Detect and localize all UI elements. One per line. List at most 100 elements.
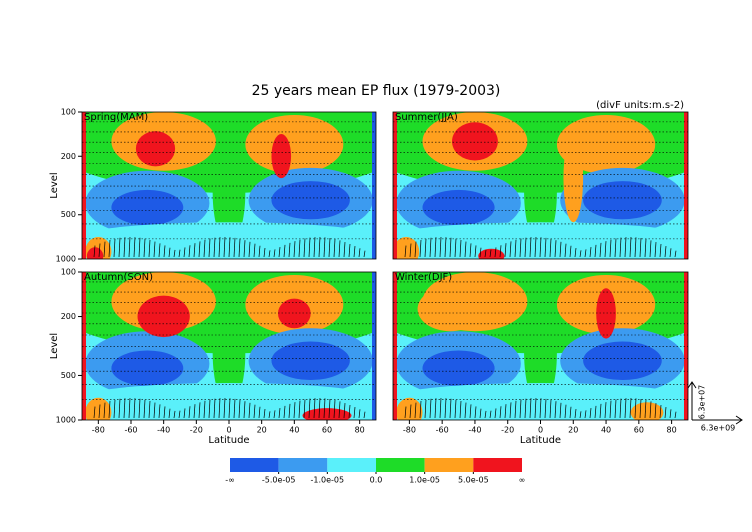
contour-fill bbox=[212, 141, 246, 245]
flux-arrow bbox=[454, 238, 457, 258]
colorbar-swatch bbox=[473, 458, 522, 472]
edge bbox=[82, 272, 86, 420]
contour-fill bbox=[82, 383, 376, 413]
flux-arrow bbox=[479, 408, 482, 419]
flux-arrow bbox=[238, 238, 241, 258]
flux-arrow bbox=[664, 407, 667, 419]
flux-arrow bbox=[529, 237, 532, 258]
flux-arrow bbox=[158, 243, 161, 258]
x-tick-label: 40 bbox=[289, 426, 299, 435]
flux-arrow bbox=[474, 245, 477, 258]
x-tick-label: -20 bbox=[190, 426, 203, 435]
flux-arrow bbox=[258, 406, 261, 419]
flux-arrow bbox=[604, 402, 607, 419]
flux-arrow bbox=[133, 398, 136, 419]
contour-panel bbox=[393, 112, 688, 259]
flux-arrow bbox=[589, 408, 592, 419]
flux-arrow bbox=[434, 398, 437, 419]
flux-arrow bbox=[534, 236, 537, 258]
flux-arrow bbox=[128, 236, 131, 258]
flux-arrow bbox=[559, 241, 562, 258]
x-tick-label: 60 bbox=[322, 426, 332, 435]
flux-arrow bbox=[223, 397, 226, 419]
flux-arrow bbox=[619, 398, 622, 419]
flux-arrow bbox=[128, 397, 131, 419]
flux-arrow bbox=[233, 237, 236, 258]
flux-arrow bbox=[634, 398, 637, 419]
colorbar-label: 5.0e-05 bbox=[458, 476, 489, 485]
flux-arrow bbox=[509, 241, 512, 258]
flux-arrow bbox=[218, 398, 221, 419]
flux-arrow bbox=[278, 247, 281, 258]
flux-arrow bbox=[539, 237, 542, 258]
flux-arrow bbox=[328, 398, 331, 419]
flux-arrow bbox=[659, 243, 662, 258]
flux-arrow bbox=[358, 409, 361, 419]
colorbar-swatch bbox=[278, 458, 328, 472]
flux-arrow bbox=[108, 240, 111, 258]
flux-arrow bbox=[108, 401, 111, 419]
flux-arrow bbox=[348, 243, 351, 258]
x-tick-label: 0 bbox=[226, 426, 231, 435]
y-tick-label: 1000 bbox=[56, 416, 76, 425]
flux-arrow bbox=[579, 411, 582, 419]
flux-arrow bbox=[173, 410, 176, 419]
flux-arrow bbox=[409, 404, 412, 419]
flux-arrow bbox=[514, 400, 517, 419]
flux-arrow bbox=[283, 405, 286, 419]
flux-arrow bbox=[238, 399, 241, 419]
flux-arrow bbox=[198, 241, 201, 258]
y-tick-label: 1000 bbox=[56, 255, 76, 264]
x-tick-label: -60 bbox=[124, 426, 137, 435]
flux-arrow bbox=[449, 398, 452, 419]
flux-arrow bbox=[584, 410, 587, 419]
x-tick-label: -80 bbox=[403, 426, 416, 435]
flux-arrow bbox=[644, 239, 647, 258]
flux-arrow bbox=[529, 398, 532, 419]
flux-arrow bbox=[584, 249, 587, 258]
flux-arrow bbox=[333, 239, 336, 258]
flux-arrow bbox=[444, 237, 447, 258]
flux-arrow bbox=[153, 402, 156, 419]
flux-arrow bbox=[123, 237, 126, 258]
flux-arrow bbox=[419, 401, 422, 419]
flux-arrow bbox=[178, 410, 181, 419]
flux-arrow bbox=[143, 399, 146, 419]
flux-arrow bbox=[113, 238, 116, 258]
flux-arrow bbox=[484, 410, 487, 419]
flux-arrow bbox=[629, 236, 632, 258]
flux-arrow bbox=[479, 247, 482, 258]
flux-arrow bbox=[288, 403, 291, 419]
colorbar-label: -∞ bbox=[225, 476, 235, 485]
flux-arrow bbox=[153, 241, 156, 258]
contour-fill bbox=[111, 189, 184, 226]
flux-arrow bbox=[524, 237, 527, 258]
scale-label: 6.3e+07 bbox=[698, 385, 707, 420]
flux-arrow bbox=[609, 239, 612, 258]
flux-arrow bbox=[163, 406, 166, 419]
flux-arrow bbox=[308, 398, 311, 419]
x-tick-label: 0 bbox=[538, 426, 543, 435]
flux-arrow bbox=[594, 244, 597, 258]
flux-arrow bbox=[429, 398, 432, 419]
flux-arrow bbox=[163, 245, 166, 258]
flux-arrow bbox=[118, 237, 121, 258]
flux-arrow bbox=[619, 237, 622, 258]
flux-arrow bbox=[574, 247, 577, 258]
flux-arrow bbox=[118, 398, 121, 419]
flux-arrow bbox=[208, 238, 211, 258]
flux-arrow bbox=[338, 240, 341, 258]
contour-fill bbox=[271, 341, 350, 381]
contour-fill bbox=[583, 341, 662, 381]
flux-arrow bbox=[343, 403, 346, 419]
flux-arrow bbox=[509, 402, 512, 419]
flux-arrow bbox=[298, 400, 301, 419]
flux-arrow bbox=[358, 248, 361, 258]
flux-arrow bbox=[263, 408, 266, 419]
panel-title: Summer(JJA) bbox=[395, 112, 458, 123]
flux-arrow bbox=[559, 402, 562, 419]
flux-arrow bbox=[454, 399, 457, 419]
contour-fill bbox=[422, 189, 495, 226]
flux-arrow bbox=[544, 398, 547, 419]
y-tick-label: 100 bbox=[61, 268, 76, 277]
